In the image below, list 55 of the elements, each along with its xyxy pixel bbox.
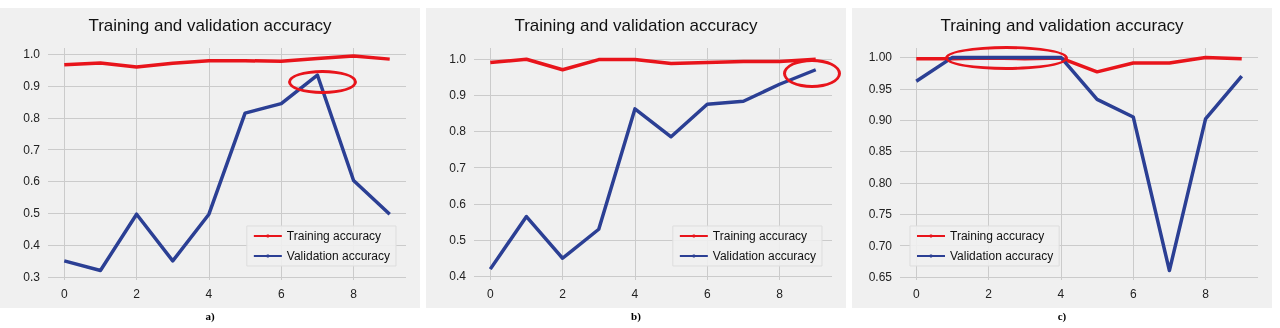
line-series: [914, 55, 1244, 273]
y-tick-label: 0.6: [449, 196, 467, 211]
x-tick-label: 4: [1057, 287, 1065, 301]
text: a): [204, 310, 216, 322]
x-tick-label: 0: [912, 287, 920, 301]
x-tick-label: 6: [703, 287, 711, 301]
y-tick-label: 0.3: [23, 269, 41, 284]
x-tick-label: 0: [60, 287, 68, 301]
y-tick-label: 0.85: [868, 144, 893, 159]
x-tick-label: 8: [350, 287, 358, 301]
y-tick-label: 0.4: [23, 238, 41, 253]
x-tick-label: 2: [985, 287, 993, 301]
y-tick-label: 0.75: [868, 207, 893, 222]
x-tick-label: 8: [776, 287, 784, 301]
x-tick-label: 2: [133, 287, 141, 301]
y-tick-label: 1.00: [868, 50, 893, 65]
y-tick-label: 0.7: [23, 142, 41, 157]
legend-label: Validation accuracy: [712, 249, 817, 263]
x-tick-label: 0: [486, 287, 494, 301]
x-tick-label: 6: [1129, 287, 1137, 301]
legend-label: Training accuracy: [950, 229, 1045, 243]
text: b): [630, 310, 642, 322]
y-tick-label: 0.9: [449, 88, 467, 103]
x-tick-label: 4: [631, 287, 639, 301]
chart-title: Training and validation accuracy: [88, 16, 333, 35]
legend-label: Training accuracy: [286, 229, 382, 243]
x-tick-label: 2: [559, 287, 567, 301]
x-tick-label: 4: [205, 287, 213, 301]
y-tick-label: 0.70: [868, 238, 893, 253]
y-tick-label: 0.5: [449, 233, 467, 248]
y-tick-label: 0.7: [449, 160, 467, 175]
chart-title: Training and validation accuracy: [514, 16, 759, 35]
legend-label: Training accuracy: [712, 229, 808, 243]
y-tick-label: 1.0: [449, 51, 467, 66]
legend-label: Validation accuracy: [950, 249, 1054, 263]
y-tick-label: 0.90: [868, 113, 893, 128]
y-tick-label: 0.65: [868, 269, 893, 284]
x-tick-label: 6: [277, 287, 285, 301]
line-series: [62, 73, 392, 273]
y-tick-label: 0.8: [449, 124, 467, 139]
y-tick-label: 0.9: [23, 79, 41, 94]
text: c): [1056, 310, 1068, 322]
y-tick-label: 0.95: [868, 81, 893, 96]
y-tick-label: 0.8: [23, 110, 41, 125]
y-tick-label: 0.80: [868, 175, 893, 190]
y-tick-label: 0.4: [449, 269, 467, 284]
chart-title: Training and validation accuracy: [940, 16, 1185, 35]
legend-label: Validation accuracy: [286, 249, 391, 263]
line-series: [488, 57, 818, 72]
y-tick-label: 0.5: [23, 206, 41, 221]
y-tick-label: 1.0: [23, 47, 41, 62]
line-series: [488, 68, 818, 271]
y-tick-label: 0.6: [23, 174, 41, 189]
x-tick-label: 8: [1202, 287, 1210, 301]
line-series: [62, 54, 392, 69]
